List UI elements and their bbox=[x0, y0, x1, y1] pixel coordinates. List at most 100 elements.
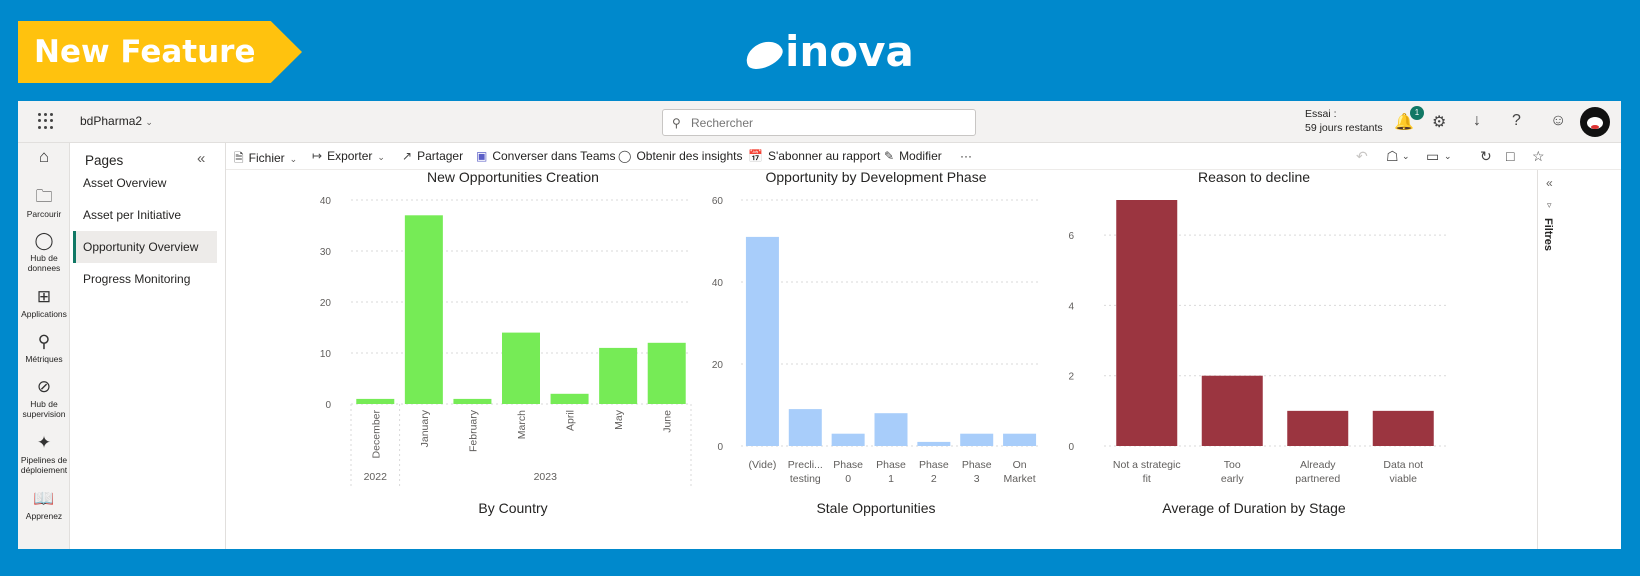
top-bar: bdPharma2 ⌄ ⚲ Essai : 59 jours restants … bbox=[18, 101, 1621, 143]
bar bbox=[647, 342, 686, 404]
nav-pipelines[interactable]: ✦ Pipelines de déploiement bbox=[18, 433, 70, 475]
nav-metrics[interactable]: ⚲ Métriques bbox=[18, 332, 70, 364]
insights-button[interactable]: ◯ Obtenir des insights bbox=[618, 149, 743, 163]
bell-icon[interactable]: 🔔 bbox=[1394, 114, 1414, 131]
inova-logo: inova bbox=[741, 27, 914, 76]
chevron-down-icon: ⌄ bbox=[289, 154, 298, 164]
teams-label: Converser dans Teams bbox=[492, 149, 616, 163]
more-options-button[interactable]: ··· bbox=[960, 149, 972, 163]
page-asset-per-initiative[interactable]: Asset per Initiative bbox=[83, 208, 182, 222]
chart-title: Opportunity by Development Phase bbox=[765, 170, 986, 185]
x-tick-label: (Vide) bbox=[749, 459, 777, 471]
bar bbox=[502, 332, 540, 404]
nav-home[interactable]: ⌂ bbox=[18, 147, 70, 169]
nav-label: Applications bbox=[21, 309, 67, 319]
data-hub-icon: ◯ bbox=[34, 231, 54, 250]
report-canvas: New Opportunities Creation 0 10 20 30 40 Decem… bbox=[226, 170, 1536, 549]
pages-title: Pages bbox=[85, 153, 124, 168]
y-tick-label: 40 bbox=[712, 278, 724, 289]
page-asset-overview[interactable]: Asset Overview bbox=[83, 176, 167, 190]
expand-filters-icon[interactable]: « bbox=[1546, 176, 1553, 190]
file-menu[interactable]: 🗎 Fichier ⌄ bbox=[234, 149, 297, 170]
chevron-down-icon: ⌄ bbox=[145, 117, 153, 127]
bar bbox=[745, 236, 779, 446]
x-tick-label: Already bbox=[1300, 459, 1336, 471]
trophy-icon: ⚲ bbox=[37, 332, 51, 351]
bar bbox=[1287, 410, 1349, 446]
view-icon[interactable]: ▭ bbox=[1426, 148, 1440, 164]
banner-label: New Feature bbox=[34, 34, 256, 70]
trial-info[interactable]: Essai : 59 jours restants bbox=[1305, 107, 1383, 135]
undo-icon[interactable]: ↶ bbox=[1356, 148, 1368, 164]
pencil-icon: ✎ bbox=[884, 149, 895, 163]
nav-label: Apprenez bbox=[25, 511, 63, 521]
bar bbox=[599, 347, 638, 404]
y-tick-label: 10 bbox=[320, 349, 332, 360]
nav-apps[interactable]: ⊞ Applications bbox=[18, 287, 70, 319]
refresh-icon[interactable]: ↻ bbox=[1480, 148, 1492, 164]
download-icon[interactable]: ↓ bbox=[1473, 112, 1481, 129]
x-tick-label: 3 bbox=[974, 473, 980, 485]
y-tick-label: 30 bbox=[320, 247, 332, 258]
workspace-selector[interactable]: bdPharma2 ⌄ bbox=[80, 114, 153, 128]
search-box[interactable]: ⚲ bbox=[662, 109, 976, 136]
logo-text: inova bbox=[785, 27, 914, 76]
chevron-down-icon[interactable]: ⌄ bbox=[1444, 151, 1452, 161]
page-opportunity-overview[interactable]: Opportunity Overview bbox=[73, 231, 217, 263]
insights-label: Obtenir des insights bbox=[636, 149, 743, 163]
nav-monitoring[interactable]: ⊘ Hub de supervision bbox=[18, 377, 70, 419]
bar bbox=[788, 409, 822, 446]
bar bbox=[1116, 200, 1178, 446]
new-feature-banner: New Feature bbox=[18, 21, 302, 83]
x-tick-label: fit bbox=[1143, 473, 1151, 485]
logo-drop-icon bbox=[741, 36, 787, 74]
help-icon[interactable]: ? bbox=[1512, 112, 1521, 129]
filters-pane[interactable]: « ▿ Filtres bbox=[1537, 170, 1563, 549]
teams-icon: ▣ bbox=[476, 149, 488, 163]
teams-chat-button[interactable]: ▣ Converser dans Teams bbox=[476, 149, 616, 163]
collapse-pane-icon[interactable]: « bbox=[197, 150, 206, 167]
favorite-star-icon[interactable]: ☆ bbox=[1532, 148, 1545, 164]
x-tick-label: On bbox=[1013, 459, 1027, 471]
bar bbox=[356, 398, 395, 404]
nav-data-hub[interactable]: ◯ Hub de donnees bbox=[18, 231, 70, 273]
share-label: Partager bbox=[417, 149, 464, 163]
comment-icon[interactable]: □ bbox=[1506, 148, 1515, 164]
subscribe-button[interactable]: 📅 S'abonner au rapport bbox=[748, 149, 880, 163]
share-button[interactable]: ↗ Partager bbox=[402, 149, 463, 163]
charts-svg: New Opportunities Creation010203040Decem… bbox=[320, 170, 1446, 516]
chevron-down-icon: ⌄ bbox=[377, 152, 385, 162]
x-tick-label: viable bbox=[1390, 473, 1418, 485]
chart-title: Stale Opportunities bbox=[816, 500, 935, 516]
export-icon: ↦ bbox=[312, 149, 323, 163]
file-label: Fichier bbox=[248, 151, 285, 165]
feedback-smiley-icon[interactable]: ☺ bbox=[1550, 112, 1567, 129]
x-tick-label: Too bbox=[1224, 459, 1241, 471]
x-tick-label: Phase bbox=[876, 459, 906, 471]
x-tick-label: May bbox=[613, 409, 625, 430]
chart-title: Reason to decline bbox=[1198, 170, 1310, 185]
x-tick-label: testing bbox=[790, 473, 821, 485]
nav-label: Métriques bbox=[25, 354, 63, 364]
apps-icon: ⊞ bbox=[36, 287, 52, 306]
page-progress-monitoring[interactable]: Progress Monitoring bbox=[83, 272, 191, 286]
bookmark-icon[interactable]: ☖ bbox=[1386, 148, 1399, 164]
app-launcher-icon[interactable] bbox=[38, 113, 54, 129]
x-tick-label: 2 bbox=[931, 473, 937, 485]
x-tick-label: Not a strategic bbox=[1113, 459, 1181, 471]
nav-learn[interactable]: 📖 Apprenez bbox=[18, 489, 70, 521]
edit-button[interactable]: ✎ Modifier bbox=[884, 149, 942, 163]
chevron-down-icon[interactable]: ⌄ bbox=[1402, 151, 1410, 161]
subscribe-label: S'abonner au rapport bbox=[767, 149, 881, 163]
search-input[interactable] bbox=[691, 114, 961, 132]
x-tick-label: Market bbox=[1004, 473, 1036, 485]
nav-browse[interactable]: 🗀 Parcourir bbox=[18, 187, 70, 219]
gear-icon[interactable]: ⚙ bbox=[1432, 114, 1447, 131]
book-icon: 📖 bbox=[33, 489, 55, 508]
export-menu[interactable]: ↦ Exporter ⌄ bbox=[312, 149, 385, 163]
bar bbox=[404, 215, 443, 404]
x-tick-label: Precli... bbox=[788, 459, 823, 471]
user-avatar[interactable] bbox=[1580, 107, 1610, 137]
y-tick-label: 6 bbox=[1068, 231, 1074, 242]
trial-line1: Essai : bbox=[1305, 108, 1337, 120]
